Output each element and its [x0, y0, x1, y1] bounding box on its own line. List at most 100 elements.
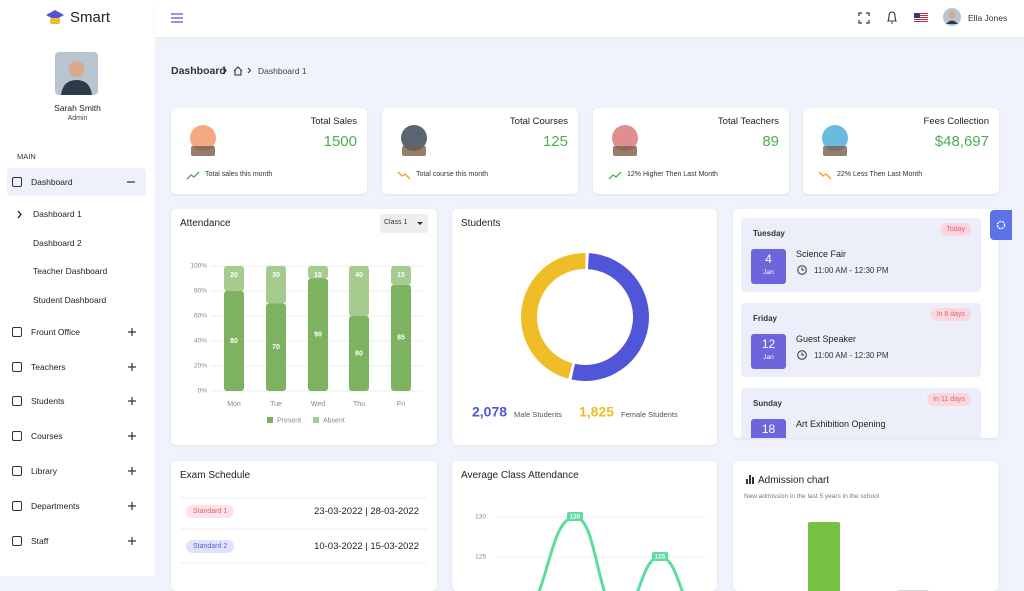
event-item[interactable]: Friday In 8 days 12 Jan Guest Speaker 11:00 A… — [741, 303, 981, 377]
photo-head — [68, 61, 85, 77]
clock-icon — [797, 350, 807, 360]
trend-line — [608, 171, 622, 180]
card-title: Exam Schedule — [180, 470, 251, 481]
stat-title: Total Courses — [509, 116, 568, 127]
brand: Smart — [70, 9, 111, 26]
notifications — [887, 11, 897, 24]
data-label: 70 — [272, 344, 280, 351]
event-badge: Today — [940, 223, 971, 236]
nav-icon-shape — [12, 466, 22, 476]
nav-icon — [12, 396, 22, 406]
y-tick-label: 0% — [198, 388, 208, 395]
data-label: 130 — [570, 514, 581, 521]
nav-icon — [12, 362, 22, 372]
user-avatar — [943, 8, 961, 26]
attendance-chart: 0% 20% 40% 60% 80% 100% Mon 80 20 Tue 70 30 Wed 90 10 T… — [190, 263, 423, 424]
event-date: 4 Jan — [751, 249, 786, 284]
exam-dividers — [180, 497, 427, 564]
clock — [797, 350, 807, 360]
data-label-box — [567, 512, 583, 521]
plus — [128, 502, 136, 510]
stat-value: 125 — [542, 133, 568, 150]
legend-value: 2,078 — [472, 404, 507, 420]
event-date-month: Jan — [763, 269, 774, 276]
stat-icon-shape — [612, 125, 638, 151]
dropdown-arrow — [417, 222, 423, 225]
stat-icon-shape — [823, 146, 847, 156]
event-date-month: Jan — [763, 354, 774, 361]
nav-label[interactable]: Staff — [31, 536, 49, 546]
settings-button[interactable] — [990, 210, 1012, 240]
nav-label[interactable]: Courses — [31, 431, 63, 441]
hamburger — [171, 13, 183, 23]
donut-slice — [571, 253, 649, 381]
bar-segment — [349, 316, 369, 391]
event-item[interactable]: Tuesday Today 4 Jan Science Fair 11:00 AM - 1… — [741, 218, 981, 292]
event-item[interactable]: Sunday In 11 days 18 Art Exhibition Opening — [741, 388, 981, 438]
nav-subitem[interactable]: Teacher Dashboard — [33, 266, 108, 276]
nav-icon-shape — [12, 396, 22, 406]
nav-label[interactable]: Dashboard — [31, 177, 73, 187]
legend-swatch — [267, 417, 273, 423]
stat-card: Total Courses 125 Total course this month — [382, 108, 578, 194]
event-title: Science Fair — [796, 249, 847, 259]
data-label: 20 — [230, 272, 238, 279]
trend-icon — [186, 171, 200, 180]
filter-label[interactable]: Class 1 — [384, 219, 408, 226]
expand-icon — [128, 397, 136, 405]
stat-icon — [822, 125, 848, 156]
stat-title: Fees Collection — [923, 116, 989, 127]
class-filter[interactable]: Class 1 — [380, 214, 428, 233]
data-label: 85 — [397, 335, 405, 342]
nav-icon-shape — [12, 501, 22, 511]
nav-label[interactable]: Teachers — [31, 362, 66, 372]
data-label-box — [652, 552, 668, 561]
breadcrumb-current[interactable]: Dashboard 1 — [258, 66, 307, 76]
nav-label[interactable]: Frount Office — [31, 327, 80, 337]
crumb-sep — [247, 67, 252, 74]
nav-icon — [12, 536, 22, 546]
settings-icon — [996, 220, 1006, 230]
events-card: Tuesday Today 4 Jan Science Fair 11:00 AM - 1… — [733, 209, 998, 438]
nav-label[interactable]: Library — [31, 466, 57, 476]
profile-name: Sarah Smith — [54, 103, 101, 113]
standard-badge: Standard 1 — [186, 505, 235, 518]
stat-value: 89 — [762, 133, 779, 150]
bell — [887, 11, 897, 24]
y-tick-label: 60% — [194, 313, 207, 320]
nav-label[interactable]: Students — [31, 396, 65, 406]
data-label: 30 — [272, 272, 280, 279]
trend-line — [397, 171, 411, 180]
trend-line — [186, 171, 200, 180]
data-label: 90 — [314, 332, 322, 339]
chevron — [17, 210, 22, 219]
legend-swatch — [313, 417, 319, 423]
stat-icon — [612, 125, 638, 156]
nav-icon-shape — [12, 327, 22, 337]
profile-role: Admin — [67, 115, 88, 122]
data-label: 80 — [230, 338, 238, 345]
expand-icon — [128, 363, 136, 371]
home-icon — [233, 66, 243, 76]
user-name[interactable]: Ella Jones — [968, 13, 1008, 23]
x-tick-label: Fri — [397, 401, 406, 408]
fullscreen — [858, 12, 870, 24]
chart-icon-bar — [746, 479, 748, 484]
bar-segment — [224, 266, 244, 291]
gear — [996, 220, 1006, 230]
nav-label[interactable]: Departments — [31, 501, 80, 511]
nav-item-active[interactable] — [7, 168, 146, 196]
card-title: Students — [461, 218, 501, 229]
event-date-day: 12 — [761, 337, 776, 351]
nav-subitem[interactable]: Student Dashboard — [33, 295, 107, 305]
nav-subitem[interactable]: Dashboard 1 — [33, 209, 82, 219]
nav-subitem[interactable]: Dashboard 2 — [33, 238, 82, 248]
stat-value: 1500 — [323, 133, 357, 150]
x-tick-label: Wed — [311, 401, 325, 408]
event-day: Friday — [753, 314, 778, 323]
trend-icon — [818, 171, 832, 180]
stat-note: 22% Less Then Last Month — [837, 171, 923, 178]
flag-stripe — [914, 13, 928, 14]
nav-icon-shape — [12, 431, 22, 441]
